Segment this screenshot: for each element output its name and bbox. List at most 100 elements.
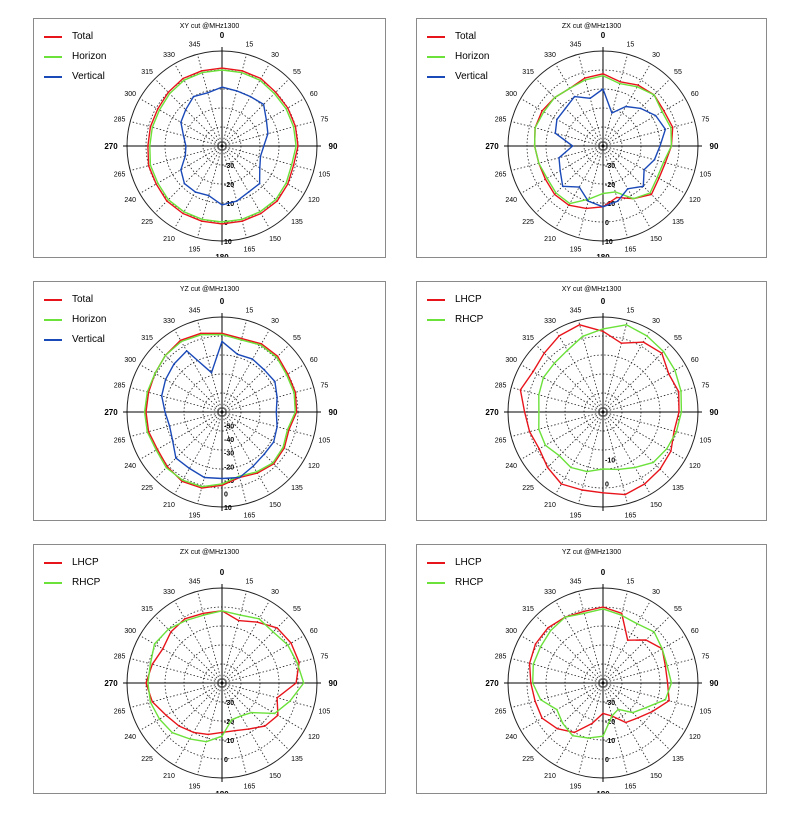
data-point xyxy=(581,489,583,491)
legend-label: LHCP xyxy=(72,557,99,568)
angle-tick-label: 300 xyxy=(505,628,517,635)
angle-tick-label: 210 xyxy=(544,502,556,509)
legend-item: Horizon xyxy=(427,47,489,67)
data-point xyxy=(162,648,164,650)
angle-tick-label: 90 xyxy=(329,142,338,151)
angle-tick-label: 265 xyxy=(495,437,507,444)
data-point xyxy=(206,92,209,94)
data-point xyxy=(147,164,150,167)
data-point xyxy=(602,608,604,610)
data-point xyxy=(523,411,526,413)
angle-tick-label: 210 xyxy=(544,236,556,243)
angle-tick-label: 285 xyxy=(495,117,507,124)
grid-spoke xyxy=(602,682,686,731)
data-point xyxy=(275,411,278,413)
data-point xyxy=(546,466,549,469)
data-point xyxy=(260,212,262,215)
angle-tick-label: 75 xyxy=(320,383,328,390)
angle-tick-label: 285 xyxy=(495,383,507,390)
polar-plot: 0 15 30 55 60 75 90 105 120 135 150 165 180 195 210 225… xyxy=(485,31,719,257)
data-point xyxy=(534,643,537,645)
data-point xyxy=(587,737,589,739)
data-point xyxy=(636,623,638,625)
grid-spoke xyxy=(535,682,604,751)
radial-tick-label: 10 xyxy=(605,239,613,246)
data-point xyxy=(643,483,646,485)
angle-tick-label: 315 xyxy=(141,335,153,342)
data-point xyxy=(632,197,635,200)
data-point xyxy=(570,466,572,469)
legend-label: Horizon xyxy=(72,314,107,325)
radial-tick-label: -30 xyxy=(605,700,615,707)
grid-spoke xyxy=(130,387,223,413)
grid-spoke xyxy=(221,329,270,413)
angle-tick-label: 265 xyxy=(114,171,126,178)
data-point xyxy=(645,706,647,709)
angle-tick-label: 150 xyxy=(269,502,281,509)
data-point xyxy=(158,109,161,111)
data-point xyxy=(653,159,656,161)
angle-tick-label: 15 xyxy=(246,579,254,586)
grid-spoke xyxy=(221,591,247,684)
angle-tick-label: 330 xyxy=(163,318,175,325)
angle-tick-label: 120 xyxy=(689,197,701,204)
angle-tick-label: 270 xyxy=(485,679,499,688)
data-point xyxy=(583,610,585,613)
legend-item: Vertical xyxy=(44,67,106,87)
angle-tick-label: 165 xyxy=(625,783,637,790)
data-point xyxy=(645,639,647,641)
angle-tick-label: 195 xyxy=(570,783,582,790)
angle-tick-label: 75 xyxy=(320,654,328,661)
radial-tick-label: 10 xyxy=(224,239,232,246)
data-point xyxy=(147,145,149,147)
data-point xyxy=(155,449,157,451)
data-point xyxy=(602,735,604,737)
grid-spoke xyxy=(602,615,671,684)
data-point xyxy=(564,616,566,618)
data-point xyxy=(221,86,223,88)
legend-swatch xyxy=(44,319,62,321)
angle-tick-label: 330 xyxy=(544,318,556,325)
data-point xyxy=(207,194,210,197)
legend-item: Total xyxy=(427,27,489,47)
grid-spoke xyxy=(154,145,223,214)
data-point xyxy=(221,221,223,223)
angle-tick-label: 210 xyxy=(163,773,175,780)
data-point xyxy=(302,682,305,684)
angle-tick-label: 135 xyxy=(291,756,303,763)
data-point xyxy=(275,356,278,359)
legend-label: Total xyxy=(72,294,94,305)
data-point xyxy=(642,341,645,343)
radial-tick-label: -20 xyxy=(224,182,234,189)
legend-swatch xyxy=(44,562,62,564)
data-point xyxy=(272,631,274,633)
angle-tick-label: 55 xyxy=(293,606,301,613)
angle-tick-label: 265 xyxy=(114,708,126,715)
data-point xyxy=(201,71,204,74)
data-point xyxy=(553,96,556,99)
data-point xyxy=(534,127,536,129)
data-point xyxy=(555,192,557,194)
data-point xyxy=(241,70,243,72)
data-point xyxy=(180,340,183,343)
angle-tick-label: 105 xyxy=(319,708,331,715)
angle-tick-label: 30 xyxy=(271,589,279,596)
data-point xyxy=(296,662,299,664)
legend-item: LHCP xyxy=(427,290,483,310)
data-point xyxy=(549,629,552,632)
angle-tick-label: 90 xyxy=(329,408,338,417)
chart-panel-zx-cut-2: ZX cut @MHz1300 LHCP RHCP 0 15 30 55 60 75 90 105 1… xyxy=(33,544,386,794)
grid-spoke xyxy=(174,682,223,766)
data-point xyxy=(201,70,203,72)
data-point xyxy=(569,202,571,205)
data-point xyxy=(297,145,299,147)
grid-spoke xyxy=(602,658,695,684)
grid-spoke xyxy=(221,78,290,147)
data-point xyxy=(258,618,260,620)
data-point xyxy=(547,627,549,629)
legend-item: LHCP xyxy=(44,553,100,573)
angle-tick-label: 285 xyxy=(495,654,507,661)
legend-label: RHCP xyxy=(455,577,484,588)
data-point xyxy=(664,128,667,131)
data-point xyxy=(239,614,241,616)
